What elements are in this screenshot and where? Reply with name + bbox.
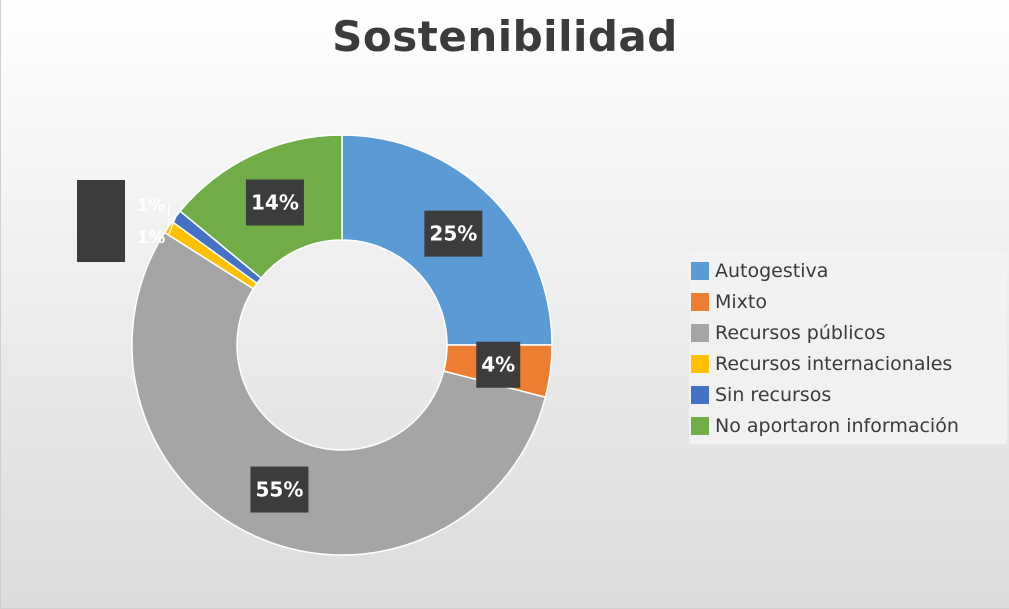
legend-label: Recursos internacionales	[715, 352, 953, 375]
chart-legend: Autogestiva Mixto Recursos públicos Recurso…	[689, 252, 1007, 444]
data-label-1: 25%	[429, 222, 477, 246]
legend-swatch	[691, 385, 709, 404]
data-label-5: 1%	[137, 228, 166, 248]
small-labels-block	[77, 180, 125, 262]
legend-label: Autogestiva	[715, 259, 829, 282]
data-label-bg-3	[250, 466, 309, 513]
legend-swatch	[691, 354, 709, 373]
data-label-bg-1	[424, 210, 483, 257]
legend-label: No aportaron información	[715, 414, 959, 437]
legend-label: Recursos públicos	[715, 321, 886, 344]
data-label-2: 4%	[481, 353, 515, 377]
chart-title: Sostenibilidad	[332, 12, 678, 61]
data-label-3: 55%	[256, 478, 304, 502]
legend-swatch	[691, 323, 709, 342]
legend-item: Autogestiva	[689, 255, 1007, 286]
data-label-4: 1%	[137, 196, 166, 216]
data-label-bg-2	[476, 341, 521, 388]
legend-swatch	[691, 261, 709, 280]
legend-item: Recursos internacionales	[689, 348, 1007, 379]
legend-label: Mixto	[715, 290, 767, 313]
legend-item: No aportaron información	[689, 410, 1007, 441]
legend-label: Sin recursos	[715, 383, 832, 406]
leader-line-4	[167, 201, 170, 227]
donut-slice-3	[131, 231, 547, 556]
legend-swatch	[691, 416, 709, 435]
legend-item: Mixto	[689, 286, 1007, 317]
legend-item: Sin recursos	[689, 379, 1007, 410]
legend-item: Recursos públicos	[689, 317, 1007, 348]
data-label-bg-6	[245, 179, 304, 226]
legend-swatch	[691, 292, 709, 311]
leader-line-5	[168, 216, 177, 235]
data-label-6: 14%	[251, 190, 299, 214]
